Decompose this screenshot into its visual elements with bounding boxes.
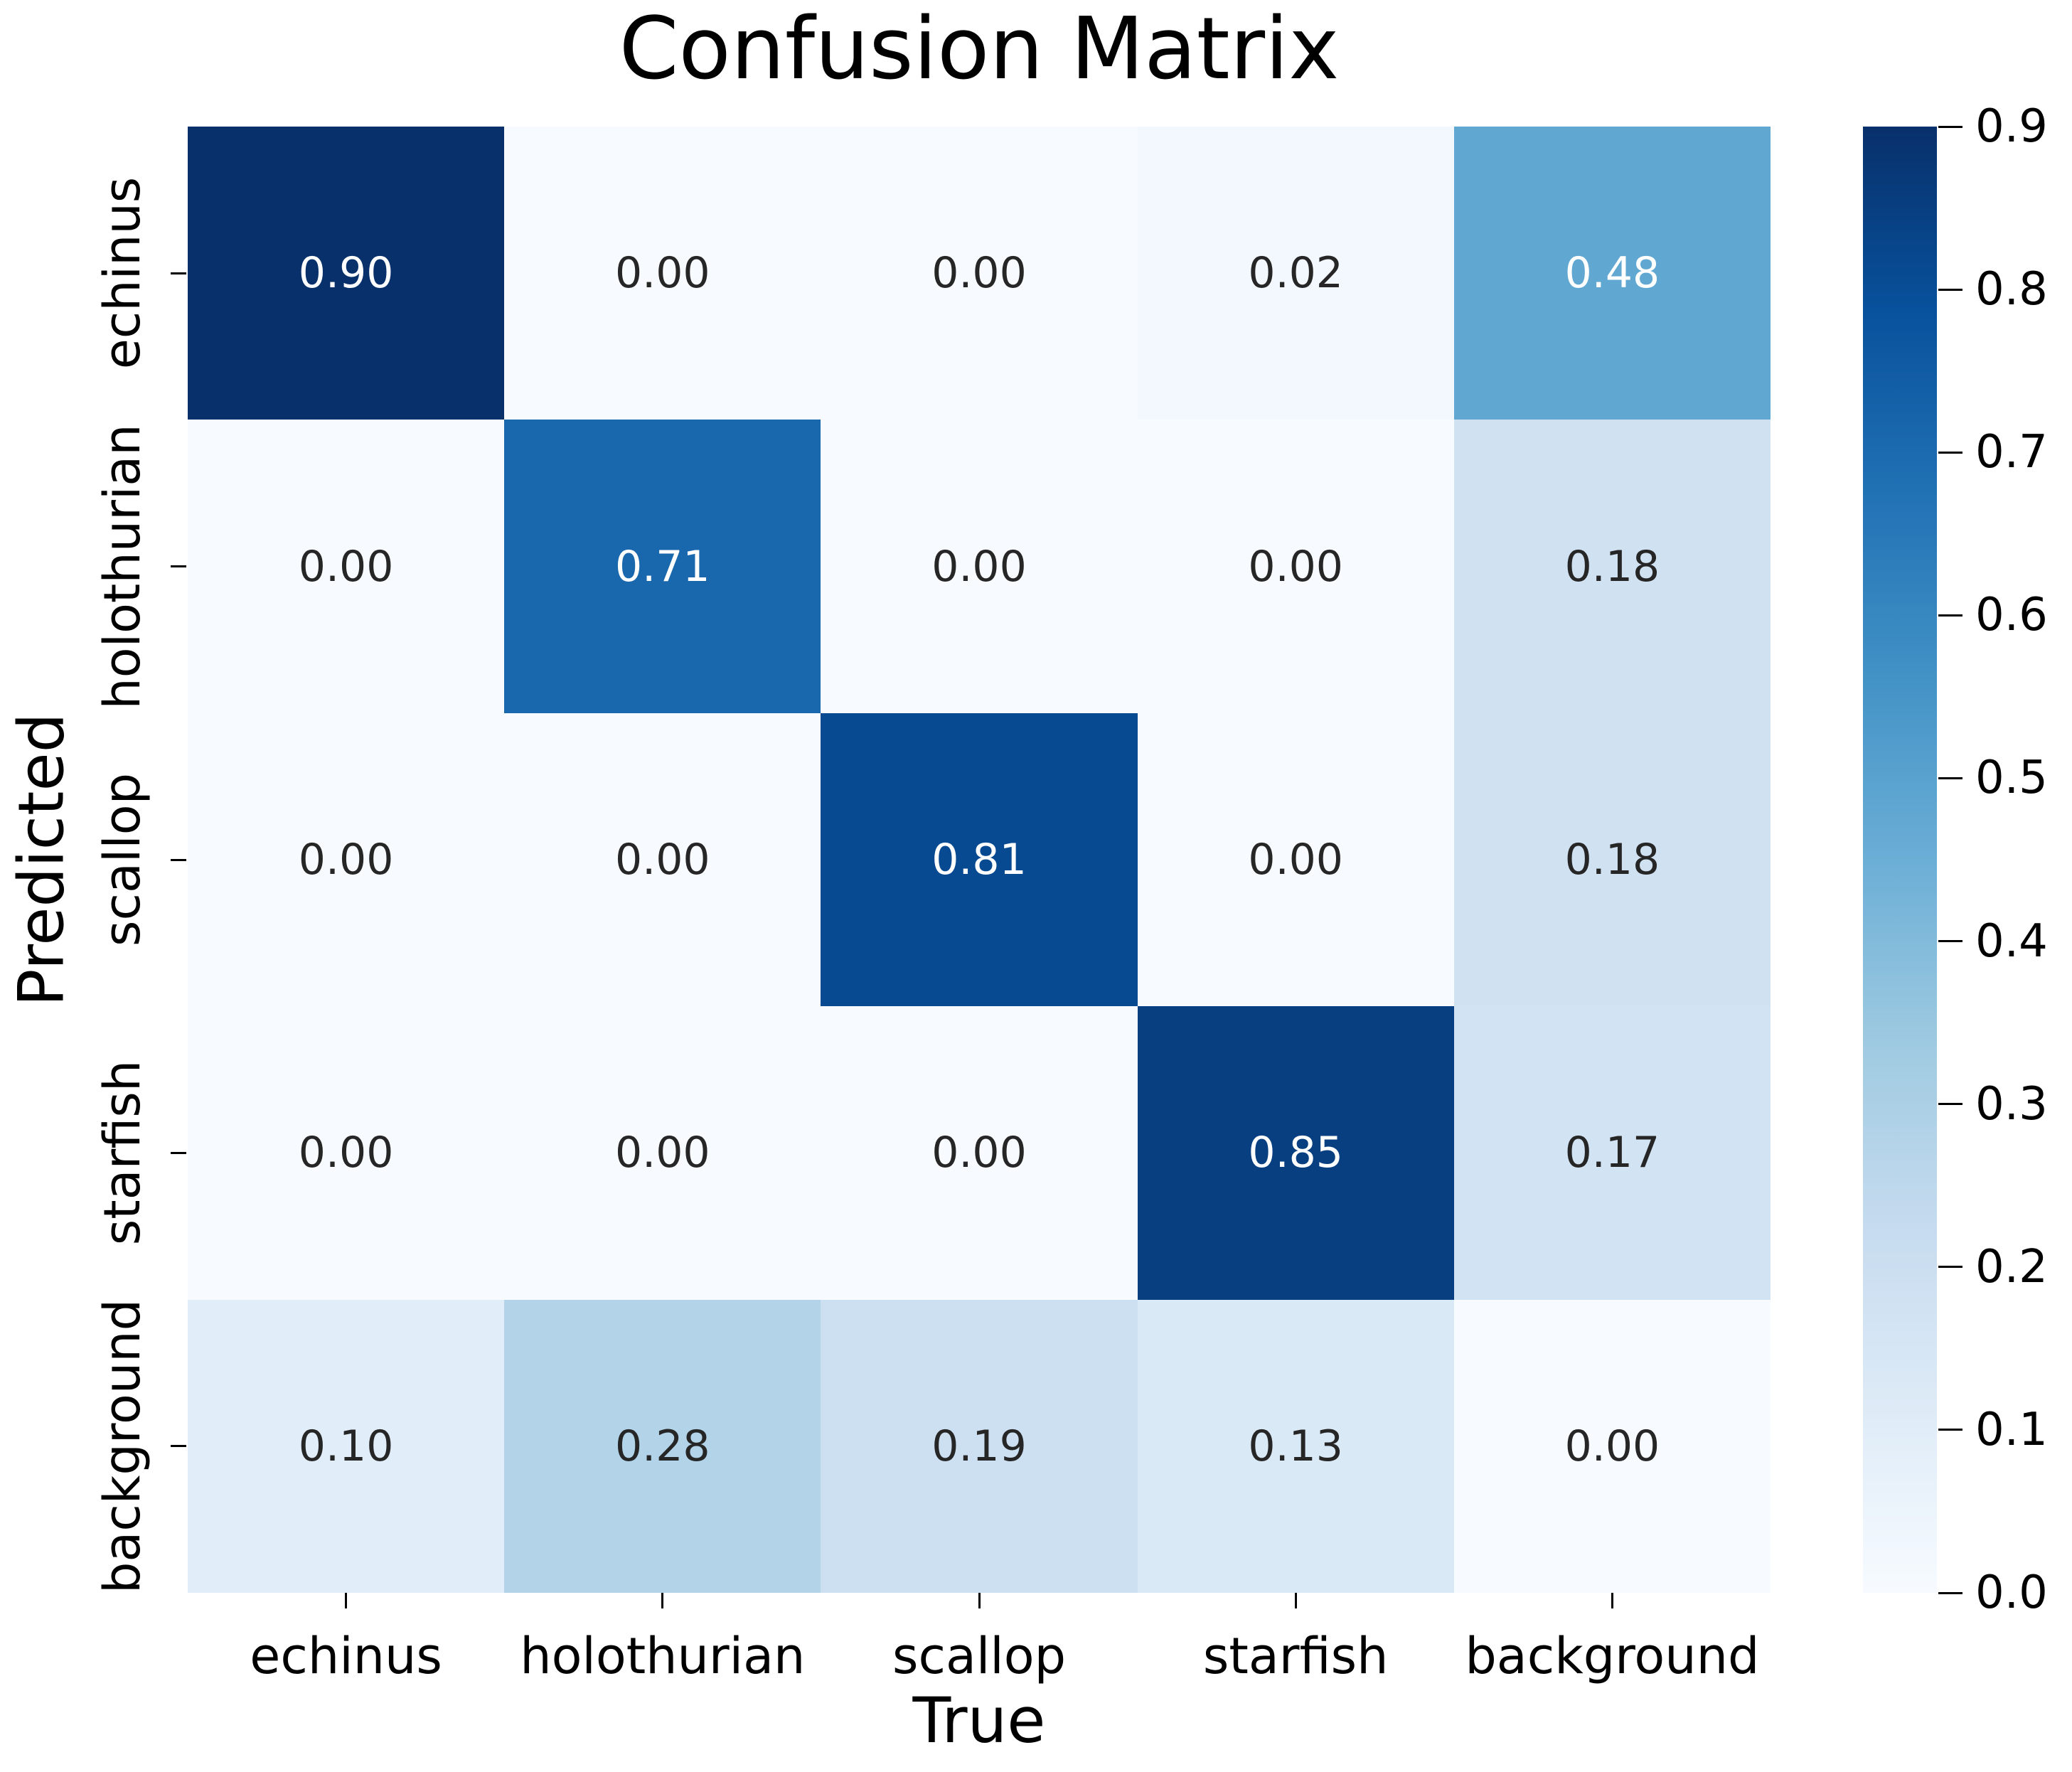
heatmap-cell-background-background: 0.00 [1453, 1299, 1771, 1593]
y-tick-mark [171, 1151, 186, 1154]
x-tick-label-echinus: echinus [250, 1627, 442, 1685]
colorbar-tick-mark [1938, 940, 1962, 943]
y-tick-mark [171, 858, 186, 861]
x-tick-mark [661, 1593, 664, 1608]
x-tick-label-holothurian: holothurian [520, 1627, 806, 1685]
colorbar-tick-mark [1938, 1266, 1962, 1269]
y-tick-mark [171, 1445, 186, 1448]
colorbar-tick-label-0.7: 0.7 [1975, 426, 2048, 479]
colorbar-tick-label-0.3: 0.3 [1975, 1077, 2048, 1131]
colorbar-tick-mark [1938, 125, 1962, 128]
heatmap-cell-starfish-echinus: 0.00 [188, 1006, 505, 1300]
colorbar-tick-mark [1938, 1429, 1962, 1431]
x-tick-mark [345, 1593, 348, 1608]
y-tick-mark [171, 272, 186, 274]
y-tick-label-echinus: echinus [93, 176, 151, 370]
colorbar-tick-label-0.5: 0.5 [1975, 752, 2048, 805]
heatmap-cell-starfish-holothurian: 0.00 [504, 1006, 821, 1300]
heatmap-cell-scallop-scallop: 0.81 [821, 712, 1138, 1007]
y-tick-mark [171, 565, 186, 568]
colorbar-tick-mark [1938, 776, 1962, 779]
x-axis-label: True [912, 1684, 1046, 1757]
colorbar-tick-label-0.2: 0.2 [1975, 1240, 2048, 1293]
x-tick-mark [978, 1593, 981, 1608]
heatmap-cell-echinus-echinus: 0.90 [188, 127, 505, 420]
heatmap-cell-scallop-holothurian: 0.00 [504, 712, 821, 1007]
heatmap-cell-scallop-background: 0.18 [1453, 712, 1771, 1007]
y-tick-label-scallop: scallop [93, 772, 151, 947]
heatmap-cell-echinus-background: 0.48 [1453, 127, 1771, 420]
y-tick-label-holothurian: holothurian [93, 424, 151, 710]
y-axis-label: Predicted [4, 712, 78, 1007]
colorbar-tick-mark [1938, 451, 1962, 454]
colorbar-tick-mark [1938, 288, 1962, 291]
heatmap-cell-holothurian-echinus: 0.00 [188, 420, 505, 713]
colorbar-tick-label-0.6: 0.6 [1975, 589, 2048, 642]
x-tick-mark [1294, 1593, 1297, 1608]
heatmap-cell-background-holothurian: 0.28 [504, 1299, 821, 1593]
colorbar-tick-label-0.1: 0.1 [1975, 1403, 2048, 1456]
heatmap-cell-starfish-starfish: 0.85 [1137, 1006, 1454, 1300]
x-tick-label-background: background [1465, 1627, 1760, 1685]
x-tick-label-starfish: starfish [1202, 1627, 1389, 1685]
heatmap-cell-echinus-holothurian: 0.00 [504, 127, 821, 420]
heatmap-cell-background-starfish: 0.13 [1137, 1299, 1454, 1593]
heatmap-cell-background-scallop: 0.19 [821, 1299, 1138, 1593]
heatmap-cell-scallop-starfish: 0.00 [1137, 712, 1454, 1007]
colorbar-tick-label-0.4: 0.4 [1975, 914, 2048, 968]
colorbar [1863, 127, 1937, 1593]
colorbar-tick-mark [1938, 1591, 1962, 1594]
y-tick-label-background: background [93, 1298, 151, 1594]
colorbar-tick-label-0.8: 0.8 [1975, 263, 2048, 316]
chart-title: Confusion Matrix [619, 0, 1340, 99]
x-tick-label-scallop: scallop [892, 1627, 1067, 1685]
heatmap-cell-echinus-scallop: 0.00 [821, 127, 1138, 420]
heatmap-cell-scallop-echinus: 0.00 [188, 712, 505, 1007]
heatmap-cell-holothurian-starfish: 0.00 [1137, 420, 1454, 713]
y-tick-label-starfish: starfish [93, 1060, 151, 1246]
x-tick-mark [1611, 1593, 1613, 1608]
heatmap-cell-background-echinus: 0.10 [188, 1299, 505, 1593]
heatmap-cell-starfish-background: 0.17 [1453, 1006, 1771, 1300]
heatmap-cell-holothurian-scallop: 0.00 [821, 420, 1138, 713]
heatmap-cell-echinus-starfish: 0.02 [1137, 127, 1454, 420]
heatmap-grid: 0.90 0.00 0.00 0.02 0.48 0.00 0.71 0.00 0.00 0.18… [188, 127, 1771, 1593]
colorbar-tick-mark [1938, 614, 1962, 617]
heatmap-cell-holothurian-holothurian: 0.71 [504, 420, 821, 713]
colorbar-tick-label-0.0: 0.0 [1975, 1566, 2048, 1619]
colorbar-tick-label-0.9: 0.9 [1975, 100, 2048, 153]
colorbar-tick-mark [1938, 1103, 1962, 1106]
heatmap-cell-starfish-scallop: 0.00 [821, 1006, 1138, 1300]
heatmap-cell-holothurian-background: 0.18 [1453, 420, 1771, 713]
